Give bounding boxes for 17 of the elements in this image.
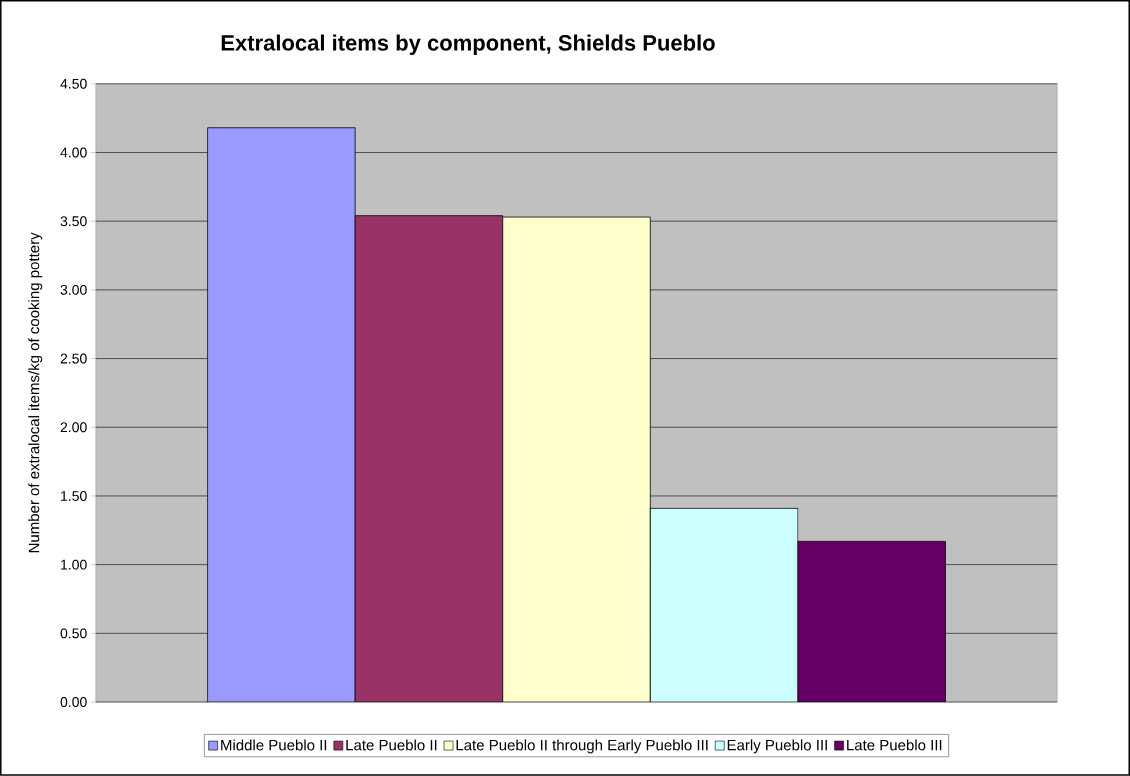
legend-label: Late Pueblo II (346, 739, 437, 751)
y-tick-label: 1.50 (61, 491, 87, 501)
y-tick-label: 4.50 (60, 78, 87, 89)
y-tick-label: 0.50 (60, 628, 87, 639)
y-axis-title: Number of extralocal items/kg of cooking pottery (28, 232, 43, 553)
legend-label: Early Pueblo III (727, 739, 827, 754)
legend-label: Late Pueblo III (847, 739, 942, 751)
y-tick-label: 4.00 (60, 147, 87, 158)
chart-title: Extralocal items by component, Shields Pueblo (221, 34, 715, 56)
legend-label: Middle Pueblo II (221, 739, 327, 751)
y-tick-label: 3.50 (60, 216, 87, 227)
y-tick-label: 3.00 (60, 284, 87, 295)
y-tick-label: 2.00 (60, 422, 87, 433)
legend-label: Late Pueblo II through Early Pueblo III (456, 739, 708, 754)
y-tick-label: 2.50 (60, 353, 87, 364)
y-tick-label: 1.00 (61, 559, 87, 570)
y-tick-label: 0.00 (60, 697, 87, 708)
